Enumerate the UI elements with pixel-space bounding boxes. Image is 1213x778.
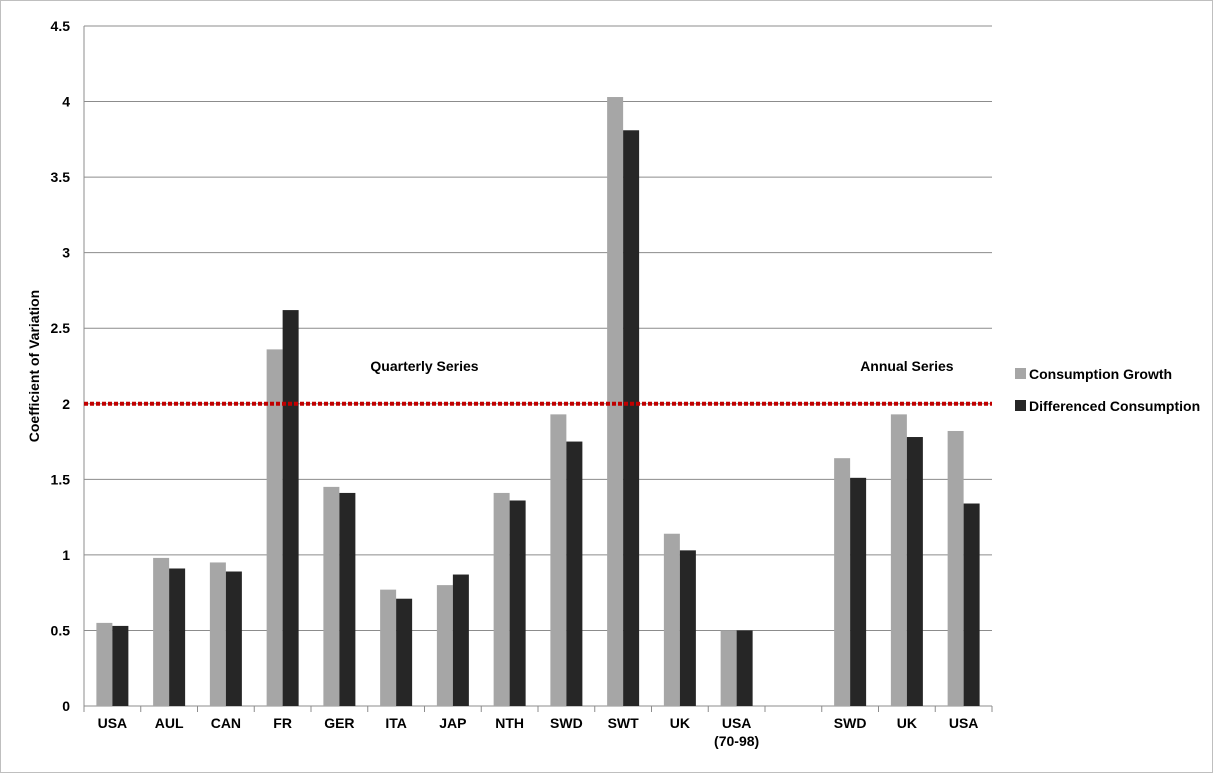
- legend: Consumption Growth Differenced Consumptio…: [1015, 366, 1200, 414]
- bar-differenced-consumption: [225, 571, 242, 706]
- bar-differenced-consumption: [112, 625, 129, 706]
- bar-consumption-growth: [834, 458, 851, 706]
- bar-differenced-consumption: [623, 130, 640, 706]
- bar-consumption-growth: [436, 585, 453, 706]
- y-tick-label: 1: [62, 547, 70, 563]
- series-annotation: Quarterly Series: [370, 358, 478, 374]
- x-category-label: NTH: [495, 715, 524, 731]
- x-category-label: GER: [324, 715, 354, 731]
- bar-consumption-growth: [663, 533, 680, 706]
- bar-consumption-growth: [209, 562, 226, 706]
- y-tick-label: 4.5: [51, 18, 71, 34]
- x-category-label: USA: [722, 715, 752, 731]
- bar-differenced-consumption: [509, 500, 526, 706]
- x-category-label: ITA: [385, 715, 407, 731]
- bar-consumption-growth: [720, 630, 737, 706]
- bar-differenced-consumption: [452, 574, 469, 706]
- bar-differenced-consumption: [339, 492, 356, 706]
- bar-differenced-consumption: [963, 503, 980, 706]
- x-category-label: SWD: [834, 715, 867, 731]
- bar-differenced-consumption: [396, 598, 413, 706]
- bar-consumption-growth: [153, 557, 170, 706]
- series-annotation: Annual Series: [860, 358, 954, 374]
- bars: [96, 97, 980, 707]
- legend-swatch: [1015, 368, 1026, 379]
- y-tick-label: 1.5: [51, 471, 71, 487]
- x-category-label: CAN: [211, 715, 241, 731]
- x-category-label: USA: [98, 715, 128, 731]
- y-tick-label: 2: [62, 396, 70, 412]
- bar-differenced-consumption: [282, 310, 299, 706]
- x-category-label: UK: [897, 715, 917, 731]
- y-tick-label: 3: [62, 245, 70, 261]
- bar-consumption-growth: [550, 414, 567, 706]
- bar-differenced-consumption: [850, 477, 867, 706]
- bar-consumption-growth: [323, 486, 340, 706]
- x-category-label: JAP: [439, 715, 466, 731]
- legend-swatch: [1015, 400, 1026, 411]
- x-category-label: UK: [670, 715, 690, 731]
- bar-differenced-consumption: [679, 550, 696, 706]
- bar-consumption-growth: [380, 589, 397, 706]
- x-category-label: (70-98): [714, 733, 759, 749]
- x-category-label: SWD: [550, 715, 583, 731]
- x-category-label: FR: [273, 715, 292, 731]
- legend-label: Consumption Growth: [1029, 366, 1172, 382]
- y-tick-label: 0: [62, 698, 70, 714]
- x-category-label: AUL: [155, 715, 184, 731]
- x-category-label: SWT: [608, 715, 640, 731]
- bar-differenced-consumption: [736, 630, 753, 706]
- y-tick-label: 0.5: [51, 622, 71, 638]
- bar-differenced-consumption: [906, 437, 923, 706]
- bar-consumption-growth: [607, 97, 624, 707]
- bar-consumption-growth: [493, 492, 510, 706]
- bar-consumption-growth: [96, 622, 113, 706]
- labels: Quarterly Series Annual Series Coefficient…: [26, 290, 954, 442]
- bar-consumption-growth: [947, 430, 964, 706]
- y-axis-title: Coefficient of Variation: [26, 290, 42, 442]
- x-category-label: USA: [949, 715, 979, 731]
- y-tick-label: 3.5: [51, 169, 71, 185]
- bar-consumption-growth: [266, 349, 283, 706]
- bar-consumption-growth: [890, 414, 907, 706]
- y-tick-label: 2.5: [51, 320, 71, 336]
- bar-differenced-consumption: [566, 441, 583, 706]
- y-tick-label: 4: [62, 94, 70, 110]
- bar-differenced-consumption: [169, 568, 186, 706]
- legend-label: Differenced Consumption: [1029, 398, 1200, 414]
